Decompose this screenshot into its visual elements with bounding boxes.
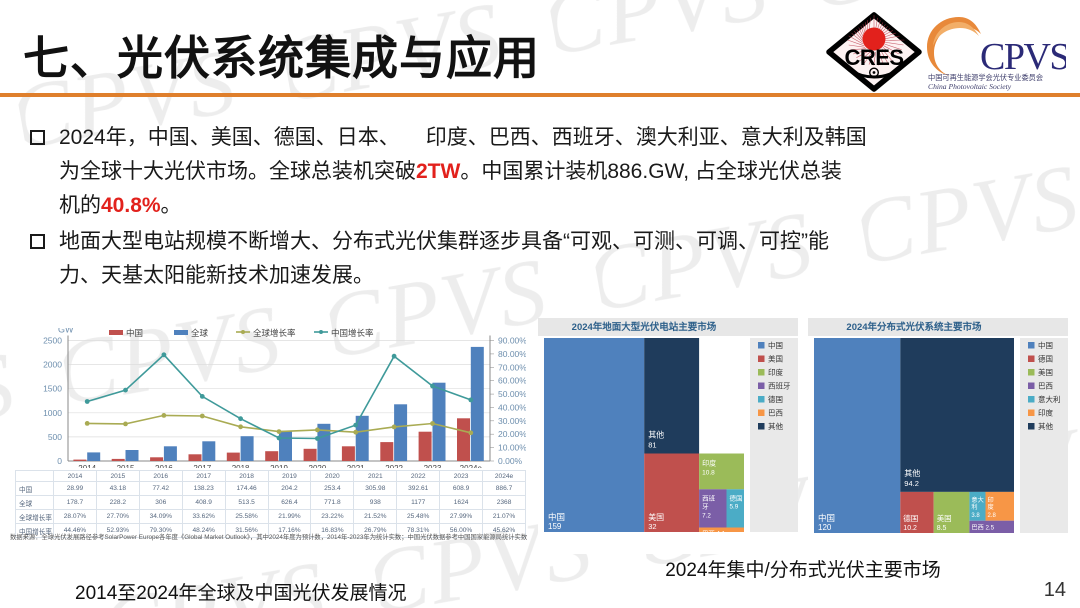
svg-text:美国: 美国 (937, 513, 952, 523)
svg-text:CPVS: CPVS (980, 36, 1066, 78)
svg-text:西班牙: 西班牙 (768, 381, 791, 391)
svg-text:40.00%: 40.00% (498, 402, 526, 412)
svg-text:印度: 印度 (1038, 408, 1054, 418)
svg-text:90.00%: 90.00% (498, 336, 526, 346)
svg-text:2019: 2019 (270, 464, 288, 468)
svg-text:GW: GW (58, 328, 74, 335)
svg-text:全球: 全球 (191, 328, 209, 338)
svg-text:10.2: 10.2 (903, 525, 917, 532)
svg-text:10.8: 10.8 (702, 470, 715, 477)
svg-text:德国: 德国 (903, 513, 918, 523)
svg-text:中国: 中国 (548, 512, 565, 522)
svg-text:CRES: CRES (844, 45, 903, 70)
svg-text:2014: 2014 (78, 464, 96, 468)
svg-text:德国: 德国 (768, 394, 783, 404)
svg-text:2024e: 2024e (460, 464, 483, 468)
svg-text:美国: 美国 (768, 354, 783, 364)
svg-text:2024年地面大型光伏电站主要市场: 2024年地面大型光伏电站主要市场 (572, 321, 717, 333)
svg-text:2017: 2017 (193, 464, 211, 468)
svg-text:印度: 印度 (768, 367, 783, 377)
svg-text:2023: 2023 (424, 464, 442, 468)
svg-text:德国: 德国 (730, 493, 743, 502)
svg-text:其他: 其他 (648, 430, 664, 440)
svg-text:5.9: 5.9 (730, 503, 739, 510)
svg-text:8.5: 8.5 (937, 525, 947, 532)
svg-text:意大: 意大 (971, 496, 983, 504)
svg-text:2015: 2015 (117, 464, 135, 468)
svg-text:巴西: 巴西 (1038, 382, 1054, 391)
svg-text:1500: 1500 (43, 384, 62, 394)
svg-text:美国: 美国 (1038, 367, 1053, 377)
svg-text:美国: 美国 (648, 512, 664, 522)
svg-text:2016: 2016 (155, 464, 173, 468)
svg-text:中国: 中国 (768, 340, 783, 350)
svg-text:70.00%: 70.00% (498, 362, 526, 372)
svg-text:159: 159 (548, 522, 562, 531)
svg-text:0: 0 (57, 456, 62, 466)
svg-text:80.00%: 80.00% (498, 349, 526, 359)
svg-text:3.8: 3.8 (971, 513, 980, 519)
svg-text:2024年分布式光伏系统主要市场: 2024年分布式光伏系统主要市场 (846, 321, 982, 333)
svg-text:2018: 2018 (232, 464, 250, 468)
svg-text:60.00%: 60.00% (498, 376, 526, 386)
svg-text:30.00%: 30.00% (498, 416, 526, 426)
svg-text:32: 32 (648, 522, 656, 531)
svg-text:全球增长率: 全球增长率 (253, 328, 296, 338)
svg-text:中国: 中国 (1038, 340, 1053, 350)
svg-text:巴西 4.1: 巴西 4.1 (702, 530, 726, 538)
svg-text:印度: 印度 (702, 459, 716, 468)
svg-text:0.00%: 0.00% (498, 456, 523, 466)
svg-text:其他: 其他 (768, 421, 783, 431)
svg-text:2020: 2020 (309, 464, 327, 468)
svg-text:10.00%: 10.00% (498, 443, 526, 453)
svg-text:巴西 2.5: 巴西 2.5 (971, 525, 994, 532)
svg-text:7.2: 7.2 (702, 512, 711, 519)
svg-text:2021: 2021 (347, 464, 365, 468)
svg-text:利: 利 (971, 503, 977, 511)
svg-text:2000: 2000 (43, 360, 62, 370)
svg-text:50.00%: 50.00% (498, 389, 526, 399)
svg-text:中国: 中国 (818, 513, 835, 523)
svg-text:其他: 其他 (1038, 421, 1054, 431)
svg-text:120: 120 (818, 523, 832, 532)
svg-text:中国可再生能源学会光伏专业委员会: 中国可再生能源学会光伏专业委员会 (928, 73, 1043, 82)
svg-text:2500: 2500 (43, 336, 62, 346)
svg-text:1000: 1000 (43, 408, 62, 418)
svg-text:81: 81 (648, 441, 656, 450)
svg-text:其他: 其他 (904, 468, 920, 478)
svg-text:94.2: 94.2 (904, 479, 919, 488)
svg-text:西班: 西班 (702, 493, 716, 502)
svg-text:中国增长率: 中国增长率 (331, 328, 374, 338)
svg-text:印: 印 (988, 497, 994, 504)
svg-text:德国: 德国 (1038, 354, 1053, 364)
svg-text:20.00%: 20.00% (498, 429, 526, 439)
svg-text:2022: 2022 (385, 464, 403, 468)
svg-text:500: 500 (48, 432, 62, 442)
svg-text:意大利: 意大利 (1038, 394, 1061, 404)
svg-text:China Photovoltaic Society: China Photovoltaic Society (928, 82, 1012, 91)
svg-text:牙: 牙 (702, 502, 709, 510)
svg-text:中国: 中国 (126, 328, 143, 338)
svg-text:2.8: 2.8 (988, 513, 997, 519)
svg-text:度: 度 (988, 503, 994, 511)
svg-text:巴西: 巴西 (768, 409, 783, 418)
